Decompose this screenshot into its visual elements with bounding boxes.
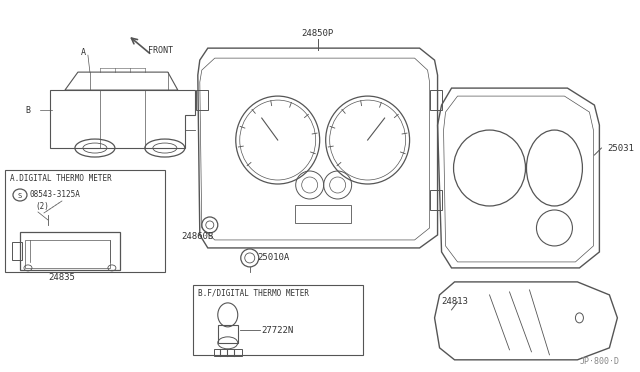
Text: 24835: 24835 [49, 273, 76, 282]
Bar [294, 205, 351, 223]
Text: JP·800·D: JP·800·D [579, 357, 620, 366]
Text: 25010A: 25010A [258, 253, 290, 262]
Bar [20, 232, 120, 270]
Text: 24850P: 24850P [301, 29, 334, 38]
Text: 24813: 24813 [442, 297, 468, 307]
Text: B.F/DIGITAL THERMO METER: B.F/DIGITAL THERMO METER [198, 288, 309, 297]
Text: 25031: 25031 [607, 144, 634, 153]
Text: 27722N: 27722N [262, 326, 294, 335]
Text: A: A [81, 48, 85, 57]
Bar [5, 170, 165, 272]
Bar [25, 240, 110, 268]
Bar [214, 349, 242, 356]
Text: (2): (2) [35, 202, 49, 211]
Bar [193, 285, 363, 355]
Bar [196, 90, 208, 110]
Text: S: S [18, 193, 22, 199]
Text: A.DIGITAL THERMO METER: A.DIGITAL THERMO METER [10, 173, 112, 183]
Bar [218, 325, 238, 343]
Bar [429, 90, 442, 110]
Bar [12, 242, 22, 260]
Text: 24860B: 24860B [182, 232, 214, 241]
Bar [429, 190, 442, 210]
Text: B: B [26, 106, 31, 115]
Text: 08543-3125A: 08543-3125A [30, 190, 81, 199]
Text: FRONT: FRONT [148, 46, 173, 55]
